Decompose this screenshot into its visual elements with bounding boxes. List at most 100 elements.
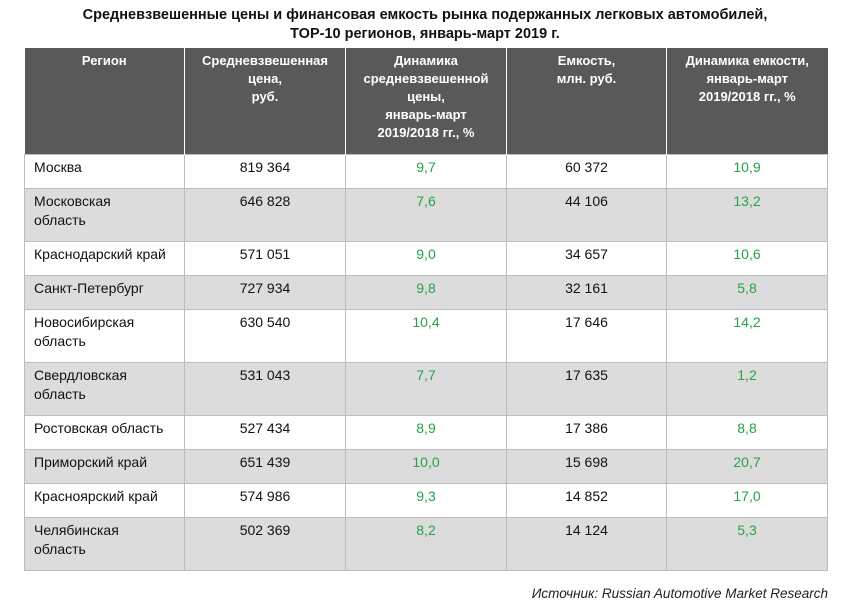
avg-price-cell: 727 934 (184, 274, 346, 310)
table-row: Челябинская область 502 369 8,2 14 124 5,3 (24, 516, 828, 571)
avg-price-cell: 571 051 (184, 240, 346, 276)
header-capacity-dynamics-line: 2019/2018 гг., % (698, 89, 796, 104)
region-name-line: Краснодарский край (34, 245, 166, 262)
region-name-line: Приморский край (34, 453, 148, 470)
price-dynamics-cell: 7,7 (345, 361, 507, 416)
region-cell: Краснодарский край (24, 240, 185, 276)
region-cell: Новосибирская область (24, 308, 185, 363)
table-row: Москва 819 364 9,7 60 372 10,9 (24, 153, 828, 189)
region-cell: Приморский край (24, 448, 185, 484)
region-name-line: область (34, 332, 86, 349)
header-avg-price-line: цена, (248, 71, 282, 86)
avg-price-cell: 819 364 (184, 153, 346, 189)
header-capacity: Емкость, млн. руб. (506, 48, 667, 154)
capacity-dynamics-cell: 17,0 (666, 482, 828, 518)
capacity-cell: 14 852 (506, 482, 667, 518)
capacity-dynamics-cell: 8,8 (666, 414, 828, 450)
region-name-line: Ростовская область (34, 419, 164, 436)
region-name-line: область (34, 540, 86, 557)
capacity-dynamics-cell: 1,2 (666, 361, 828, 416)
header-price-dynamics-line: 2019/2018 гг., % (377, 125, 475, 140)
capacity-cell: 14 124 (506, 516, 667, 571)
header-capacity-dynamics-line: январь-март (706, 71, 789, 86)
table-title: Средневзвешенные цены и финансовая емкос… (0, 6, 850, 44)
region-cell: Московская область (24, 187, 185, 242)
table-body: Москва 819 364 9,7 60 372 10,9 Московская обла… (24, 153, 828, 571)
market-table: Регион Средневзвешенная цена, руб. Динамика с… (24, 48, 828, 571)
avg-price-cell: 527 434 (184, 414, 346, 450)
avg-price-cell: 651 439 (184, 448, 346, 484)
capacity-cell: 17 386 (506, 414, 667, 450)
capacity-dynamics-cell: 5,3 (666, 516, 828, 571)
capacity-dynamics-cell: 10,9 (666, 153, 828, 189)
table-row: Московская область 646 828 7,6 44 106 13,2 (24, 187, 828, 242)
region-cell: Санкт-Петербург (24, 274, 185, 310)
table-row: Красноярский край 574 986 9,3 14 852 17,0 (24, 482, 828, 518)
price-dynamics-cell: 7,6 (345, 187, 507, 242)
source-note: Источник: Russian Automotive Market Rese… (531, 586, 828, 601)
region-name-line: Санкт-Петербург (34, 279, 144, 296)
capacity-cell: 15 698 (506, 448, 667, 484)
region-cell: Красноярский край (24, 482, 185, 518)
title-line-1: Средневзвешенные цены и финансовая емкос… (82, 7, 768, 23)
header-capacity-line: млн. руб. (556, 71, 617, 86)
region-cell: Ростовская область (24, 414, 185, 450)
region-cell: Челябинская область (24, 516, 185, 571)
capacity-cell: 17 635 (506, 361, 667, 416)
region-name-line: область (34, 211, 86, 228)
price-dynamics-cell: 9,7 (345, 153, 507, 189)
region-name-line: Челябинская (34, 521, 119, 538)
header-price-dynamics: Динамика средневзвешенной цены, январь-март… (345, 48, 507, 154)
header-avg-price-line: руб. (251, 89, 279, 104)
price-dynamics-cell: 9,8 (345, 274, 507, 310)
price-dynamics-cell: 9,0 (345, 240, 507, 276)
region-name-line: Москва (34, 158, 82, 175)
avg-price-cell: 630 540 (184, 308, 346, 363)
header-region-line: Регион (81, 53, 127, 68)
header-price-dynamics-line: январь-март (385, 107, 467, 122)
header-avg-price: Средневзвешенная цена, руб. (184, 48, 346, 154)
region-cell: Москва (24, 153, 185, 189)
table-row: Санкт-Петербург 727 934 9,8 32 161 5,8 (24, 274, 828, 310)
table-row: Свердловская область 531 043 7,7 17 635 1,2 (24, 361, 828, 416)
capacity-dynamics-cell: 10,6 (666, 240, 828, 276)
avg-price-cell: 646 828 (184, 187, 346, 242)
header-price-dynamics-line: Динамика (394, 53, 458, 68)
capacity-cell: 34 657 (506, 240, 667, 276)
table-header: Регион Средневзвешенная цена, руб. Динамика с… (24, 48, 828, 154)
region-name-line: Свердловская (34, 366, 128, 383)
region-name-line: Красноярский край (34, 487, 158, 504)
price-dynamics-cell: 10,0 (345, 448, 507, 484)
capacity-cell: 17 646 (506, 308, 667, 363)
capacity-dynamics-cell: 13,2 (666, 187, 828, 242)
region-name-line: область (34, 385, 86, 402)
table-row: Новосибирская область 630 540 10,4 17 646 14,… (24, 308, 828, 363)
capacity-cell: 44 106 (506, 187, 667, 242)
header-capacity-dynamics: Динамика емкости, январь-март 2019/2018 гг… (666, 48, 828, 154)
region-name-line: Новосибирская (34, 313, 135, 330)
title-line-2: ТОР-10 регионов, январь-март 2019 г. (290, 26, 560, 42)
table-row: Краснодарский край 571 051 9,0 34 657 10,6 (24, 240, 828, 276)
capacity-cell: 60 372 (506, 153, 667, 189)
header-avg-price-line: Средневзвешенная (202, 53, 328, 68)
region-cell: Свердловская область (24, 361, 185, 416)
price-dynamics-cell: 8,9 (345, 414, 507, 450)
capacity-dynamics-cell: 14,2 (666, 308, 828, 363)
header-region: Регион (24, 48, 185, 154)
table-row: Ростовская область 527 434 8,9 17 386 8,8 (24, 414, 828, 450)
header-capacity-line: Емкость, (557, 53, 616, 68)
price-dynamics-cell: 8,2 (345, 516, 507, 571)
table-row: Приморский край 651 439 10,0 15 698 20,7 (24, 448, 828, 484)
capacity-dynamics-cell: 5,8 (666, 274, 828, 310)
price-dynamics-cell: 9,3 (345, 482, 507, 518)
price-dynamics-cell: 10,4 (345, 308, 507, 363)
avg-price-cell: 502 369 (184, 516, 346, 571)
header-price-dynamics-line: цены, (407, 89, 445, 104)
avg-price-cell: 574 986 (184, 482, 346, 518)
header-row: Регион Средневзвешенная цена, руб. Динамика с… (24, 48, 828, 154)
header-price-dynamics-line: средневзвешенной (363, 71, 489, 86)
avg-price-cell: 531 043 (184, 361, 346, 416)
capacity-dynamics-cell: 20,7 (666, 448, 828, 484)
capacity-cell: 32 161 (506, 274, 667, 310)
header-capacity-dynamics-line: Динамика емкости, (685, 53, 809, 68)
